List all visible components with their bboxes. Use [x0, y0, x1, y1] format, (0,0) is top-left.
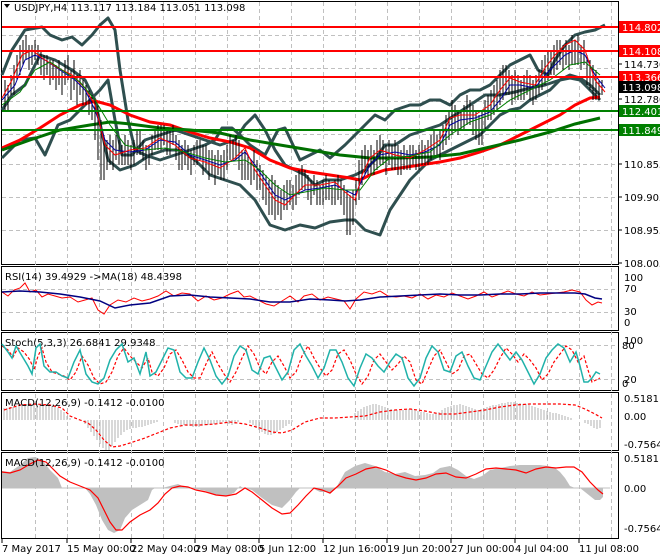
- stoch-tick: 100: [624, 336, 643, 347]
- macd2-tick: 0.5181: [624, 454, 659, 465]
- support-levels: [2, 110, 618, 131]
- macd1-tick: 0.00: [624, 412, 646, 423]
- level-tag-114802: 114.802: [622, 23, 660, 34]
- ma-slow-green: [1, 116, 601, 160]
- time-tick: 7 May 2017: [2, 544, 61, 555]
- rsi-tick: 70: [624, 284, 637, 295]
- ma-slow-red: [1, 95, 601, 182]
- rsi-panel: RSI(14) 39.4929 ->MA(18) 48.4398 100 70 …: [1, 272, 643, 329]
- price-scale: 114.730 112.780 110.855 109.905 108.955 …: [618, 60, 660, 270]
- macd2-tick: 0.00: [624, 484, 646, 495]
- time-tick: 12 Jun 16:00: [323, 544, 387, 555]
- ma-fast-red: [1, 39, 606, 206]
- macd1-tick: 0.5181: [624, 394, 659, 405]
- time-tick: 11 Jul 08:00: [579, 544, 639, 555]
- macd-panel-2: MACD(12,26,9) -0.1412 -0.0100 0.5181 0.0…: [1, 454, 660, 535]
- stoch-tick: 0: [622, 379, 628, 390]
- horizontal-gridlines: [2, 35, 618, 380]
- time-tick: 5 Jun 12:00: [259, 544, 316, 555]
- ma-fast-green: [1, 61, 601, 196]
- price-tick: 108.005: [624, 259, 660, 270]
- time-tick: 27 Jun 00:00: [451, 544, 515, 555]
- stoch-panel: Stoch(5,3,3) 26.6841 29.9348 100 80 20 0: [1, 336, 643, 390]
- level-tag-114108: 114.108: [622, 47, 660, 58]
- rsi-ma-line: [1, 290, 603, 309]
- macd2-title: MACD(12,26,9) -0.1412 -0.0100: [5, 458, 165, 469]
- price-tick: 110.855: [624, 160, 660, 171]
- stoch-main-line: [1, 342, 601, 388]
- stoch-signal-line: [1, 344, 601, 386]
- price-tick: 114.730: [624, 60, 660, 71]
- collapse-triangle-icon[interactable]: [4, 4, 10, 8]
- time-tick: 29 May 08:00: [195, 544, 264, 555]
- chart-header: USDJPY,H4 113.117 113.184 113.051 113.09…: [4, 3, 245, 14]
- level-tag-112401: 112.401: [622, 107, 660, 118]
- macd2-tick: -0.7564: [624, 524, 660, 535]
- macd1-tick: -0.7564: [624, 440, 660, 451]
- rsi-line: [1, 282, 603, 315]
- time-tick: 22 May 04:00: [131, 544, 200, 555]
- stoch-title: Stoch(5,3,3) 26.6841 29.9348: [5, 338, 156, 349]
- macd-panel-1: MACD(12,26,9) -0.1412 -0.0100 0.5181 0.0…: [3, 394, 660, 451]
- rsi-tick: 0: [624, 318, 630, 329]
- price-tick: 109.905: [624, 193, 660, 204]
- time-axis: 7 May 2017 15 May 00:00 22 May 04:00 29 …: [1, 539, 639, 555]
- level-tags: 114.802 114.108 113.366 113.098 112.401 …: [619, 21, 660, 137]
- time-tick: 15 May 00:00: [67, 544, 136, 555]
- macd1-histogram: [3, 402, 601, 450]
- current-price-tag: 113.098: [622, 83, 660, 94]
- time-tick: 4 Jul 04:00: [515, 544, 569, 555]
- level-tag-111849: 111.849: [622, 126, 660, 137]
- chart-title: USDJPY,H4 113.117 113.184 113.051 113.09…: [14, 3, 245, 14]
- rsi-title: RSI(14) 39.4929 ->MA(18) 48.4398: [5, 272, 182, 283]
- rsi-tick: 100: [624, 273, 643, 284]
- panel-frames: [1, 1, 619, 539]
- price-tick: 112.780: [624, 95, 660, 106]
- macd1-title: MACD(12,26,9) -0.1412 -0.0100: [5, 398, 165, 409]
- resistance-levels: [2, 26, 618, 78]
- rsi-tick: 30: [624, 307, 637, 318]
- level-tag-113366: 113.366: [622, 73, 660, 84]
- macd1-signal-line: [3, 403, 603, 448]
- price-tick: 108.955: [624, 226, 660, 237]
- stoch-tick: 80: [622, 341, 635, 352]
- stoch-tick: 20: [624, 375, 637, 386]
- vertical-gridlines: [35, 2, 612, 538]
- macd2-signal-line: [1, 459, 604, 531]
- time-tick: 19 Jun 20:00: [387, 544, 451, 555]
